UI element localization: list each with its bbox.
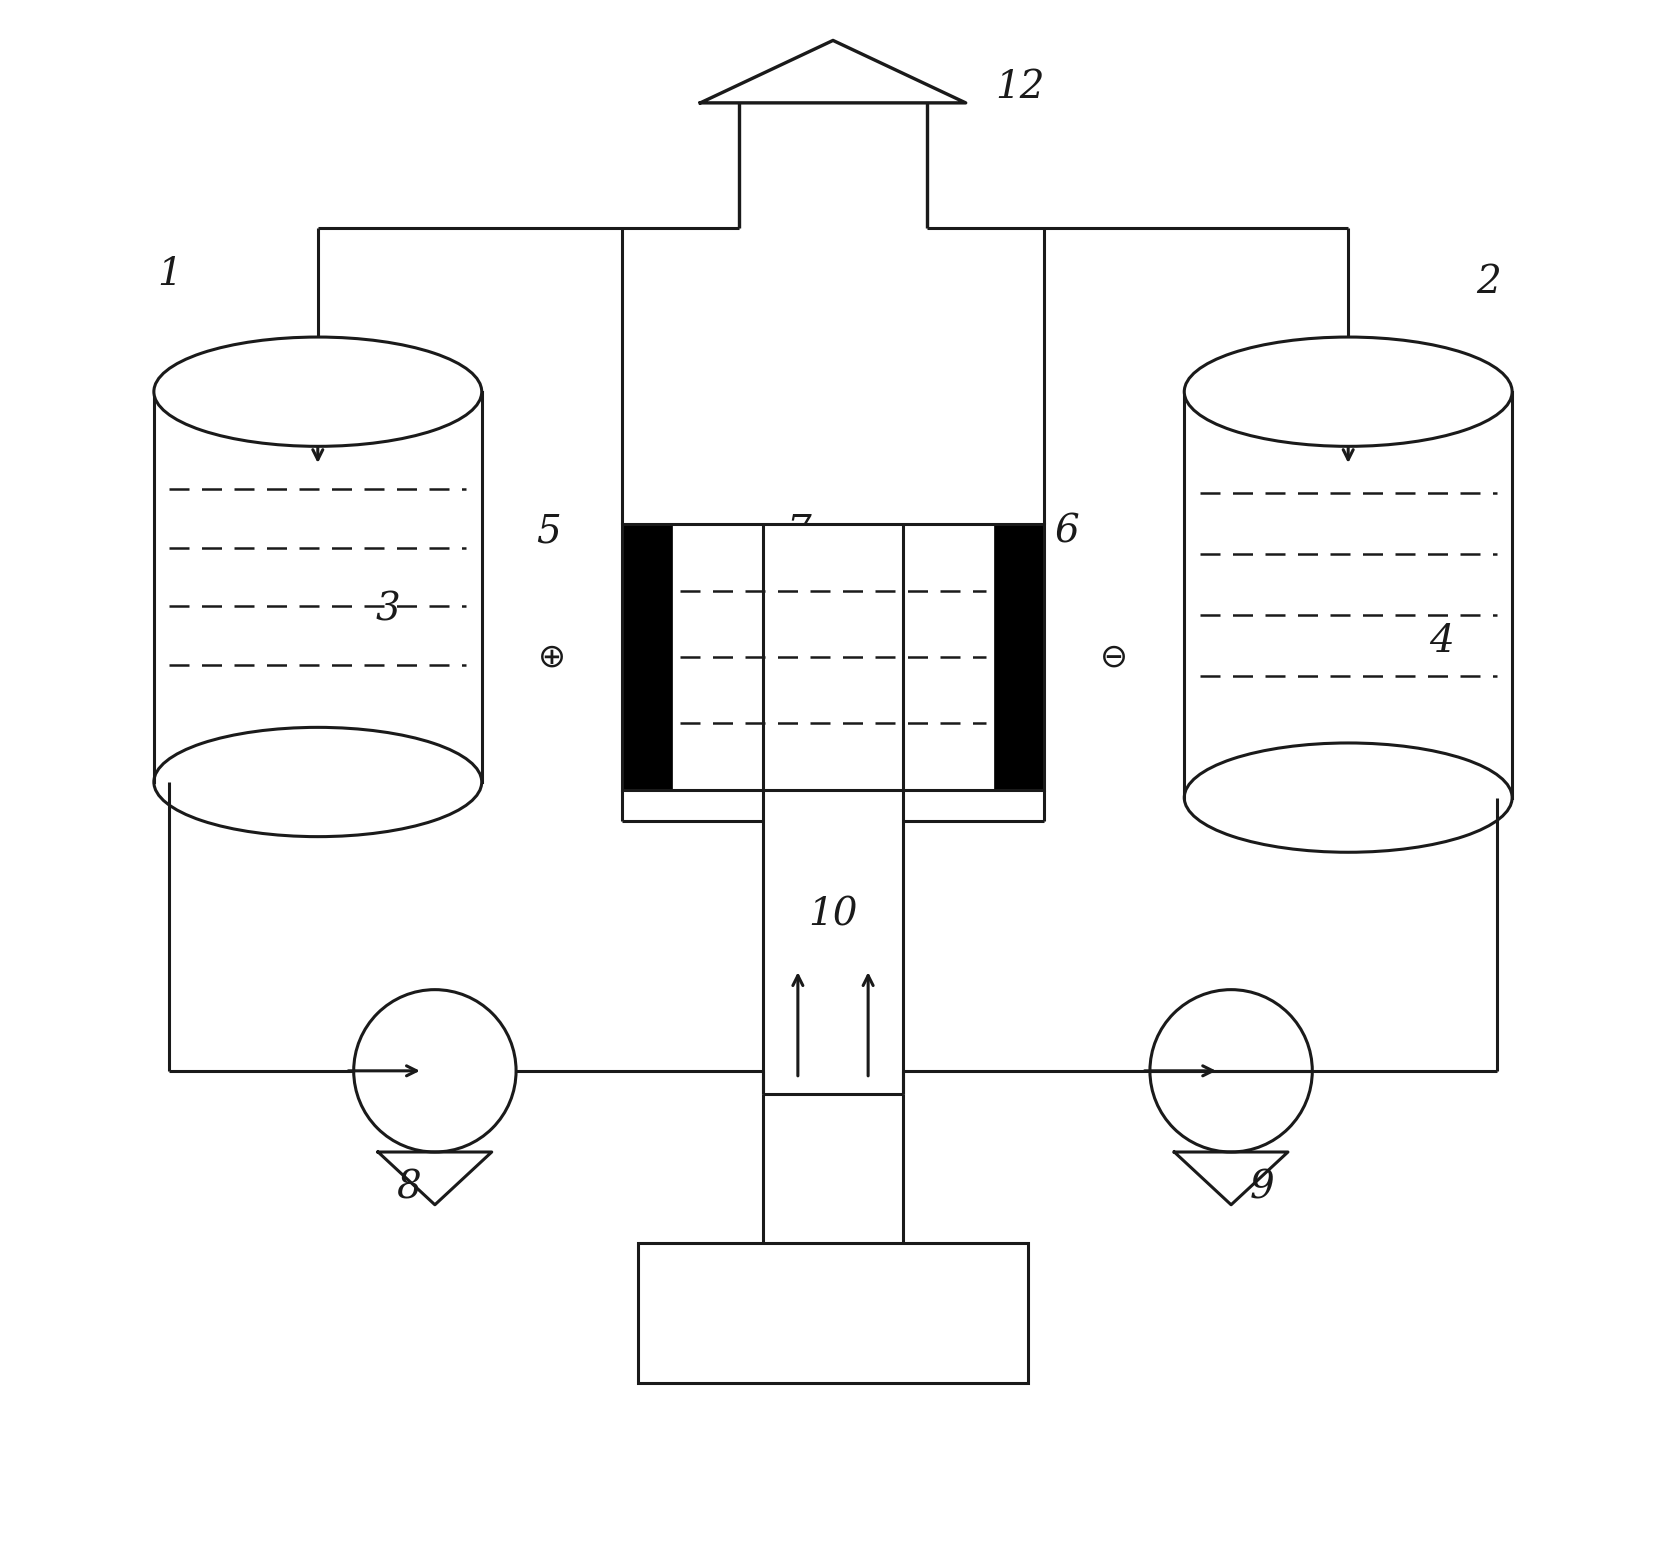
Polygon shape [700, 41, 966, 103]
Ellipse shape [1185, 338, 1513, 446]
Text: 11: 11 [855, 1298, 905, 1334]
Bar [638, 1242, 1028, 1383]
Text: 2: 2 [1476, 264, 1501, 300]
Text: 3: 3 [375, 591, 400, 629]
Text: 12: 12 [996, 69, 1045, 106]
Text: 8: 8 [397, 1170, 421, 1206]
Bar [621, 524, 671, 790]
Text: 9: 9 [1250, 1170, 1274, 1206]
Bar [621, 524, 1045, 790]
Text: 6: 6 [1055, 513, 1080, 551]
Ellipse shape [153, 338, 481, 446]
Text: ⊖: ⊖ [1100, 641, 1128, 674]
Text: ⊕: ⊕ [538, 641, 566, 674]
Bar [995, 524, 1045, 790]
Text: 1: 1 [157, 256, 182, 292]
Bar [621, 524, 1045, 790]
Text: 4: 4 [1429, 622, 1454, 660]
Text: 5: 5 [536, 513, 561, 551]
Text: 10: 10 [808, 896, 858, 934]
Text: 7: 7 [786, 513, 811, 551]
